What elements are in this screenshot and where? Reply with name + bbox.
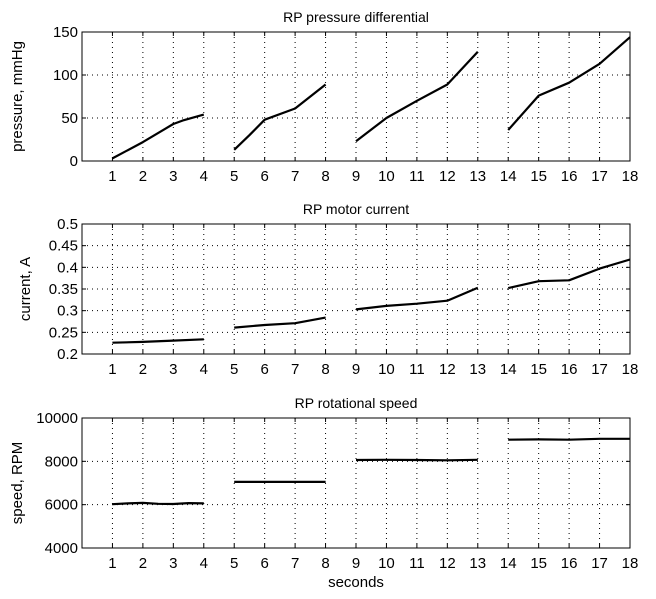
x-tick-label: 16 bbox=[561, 555, 578, 572]
data-line-segment-3 bbox=[355, 458, 478, 462]
x-tick-label: 16 bbox=[561, 361, 578, 378]
x-tick-label: 2 bbox=[139, 168, 147, 185]
x-tick-label: 15 bbox=[530, 361, 547, 378]
x-tick-label: 17 bbox=[591, 361, 608, 378]
x-tick-label: 5 bbox=[230, 555, 238, 572]
chart-title: RP rotational speed bbox=[295, 395, 418, 411]
subplot-2: 1 2 3 4 5 6 7 8 9 10 11 12 13 14 15 16 17 180.20.250.30.3… bbox=[17, 201, 638, 378]
y-tick-label: 4000 bbox=[45, 540, 78, 557]
data-line-segment-1 bbox=[112, 501, 204, 506]
x-tick-label: 10 bbox=[378, 168, 395, 185]
x-tick-label: 9 bbox=[352, 168, 360, 185]
x-tick-label: 6 bbox=[260, 168, 268, 185]
x-tick-label: 14 bbox=[500, 361, 517, 378]
x-tick-label: 18 bbox=[622, 361, 639, 378]
x-tick-label: 17 bbox=[591, 168, 608, 185]
x-tick-label: 1 bbox=[108, 361, 116, 378]
y-tick-label: 0.25 bbox=[49, 324, 78, 341]
x-tick-label: 12 bbox=[439, 555, 456, 572]
y-axis-label: pressure, mmHg bbox=[9, 41, 26, 152]
x-tick-label: 10 bbox=[378, 361, 395, 378]
y-tick-label: 6000 bbox=[45, 497, 78, 514]
data-line-segment-4 bbox=[507, 258, 631, 290]
x-tick-label: 14 bbox=[500, 168, 517, 185]
x-axis-label: seconds bbox=[328, 574, 384, 591]
x-tick-label: 8 bbox=[321, 361, 329, 378]
data-line-segment-1 bbox=[111, 113, 205, 160]
x-tick-label: 7 bbox=[291, 168, 299, 185]
x-tick-label: 8 bbox=[321, 555, 329, 572]
x-tick-label: 3 bbox=[169, 361, 177, 378]
x-tick-label: 11 bbox=[409, 361, 425, 378]
subplot-3: 1 2 3 4 5 6 7 8 9 10 11 12 13 14 15 16 17 184000600080001… bbox=[9, 395, 638, 591]
y-tick-label: 100 bbox=[53, 67, 78, 84]
y-tick-label: 150 bbox=[53, 24, 78, 41]
data-line-segment-4 bbox=[508, 437, 630, 441]
x-tick-label: 14 bbox=[500, 555, 517, 572]
x-tick-label: 16 bbox=[561, 168, 578, 185]
x-tick-label: 12 bbox=[439, 168, 456, 185]
data-line-segment-2 bbox=[233, 83, 327, 151]
x-tick-label: 13 bbox=[469, 361, 486, 378]
x-tick-label: 4 bbox=[200, 555, 208, 572]
x-tick-label: 9 bbox=[352, 361, 360, 378]
data-line-segment-4 bbox=[507, 36, 631, 131]
x-tick-label: 6 bbox=[260, 361, 268, 378]
x-tick-label: 13 bbox=[469, 168, 486, 185]
y-tick-label: 0.3 bbox=[57, 303, 78, 320]
data-line-segment-1 bbox=[112, 338, 204, 344]
y-axis-label: current, A bbox=[17, 257, 34, 321]
x-tick-label: 1 bbox=[108, 168, 116, 185]
x-tick-label: 7 bbox=[291, 555, 299, 572]
y-tick-label: 8000 bbox=[45, 453, 78, 470]
x-tick-label: 5 bbox=[230, 361, 238, 378]
x-tick-label: 12 bbox=[439, 361, 456, 378]
x-tick-label: 17 bbox=[591, 555, 608, 572]
plot-area bbox=[82, 32, 630, 161]
x-tick-label: 9 bbox=[352, 555, 360, 572]
y-tick-label: 0.5 bbox=[57, 216, 78, 233]
x-tick-label: 6 bbox=[260, 555, 268, 572]
x-tick-label: 3 bbox=[169, 168, 177, 185]
y-tick-label: 0.35 bbox=[49, 281, 78, 298]
x-tick-label: 15 bbox=[530, 555, 547, 572]
x-tick-label: 5 bbox=[230, 168, 238, 185]
x-tick-label: 11 bbox=[409, 168, 425, 185]
x-tick-label: 18 bbox=[622, 555, 639, 572]
x-tick-label: 7 bbox=[291, 361, 299, 378]
y-tick-label: 0.4 bbox=[57, 259, 78, 276]
x-tick-label: 10 bbox=[378, 555, 395, 572]
data-line-segment-3 bbox=[355, 286, 479, 311]
x-tick-label: 15 bbox=[530, 168, 547, 185]
x-tick-label: 18 bbox=[622, 168, 639, 185]
x-tick-label: 3 bbox=[169, 555, 177, 572]
chart-title: RP motor current bbox=[303, 201, 409, 217]
y-tick-label: 0.2 bbox=[57, 346, 78, 363]
y-tick-label: 50 bbox=[61, 110, 78, 127]
data-line-segment-3 bbox=[355, 51, 479, 143]
x-tick-label: 4 bbox=[200, 168, 208, 185]
data-line-segment-2 bbox=[234, 316, 326, 329]
x-tick-label: 2 bbox=[139, 555, 147, 572]
y-tick-label: 0.45 bbox=[49, 238, 78, 255]
x-tick-label: 8 bbox=[321, 168, 329, 185]
chart-title: RP pressure differential bbox=[283, 9, 429, 25]
y-axis-label: speed, RPM bbox=[9, 442, 26, 525]
x-tick-label: 1 bbox=[108, 555, 116, 572]
y-tick-label: 10000 bbox=[36, 410, 78, 427]
y-tick-label: 0 bbox=[70, 153, 78, 170]
x-tick-label: 13 bbox=[469, 555, 486, 572]
x-tick-label: 2 bbox=[139, 361, 147, 378]
x-tick-label: 4 bbox=[200, 361, 208, 378]
x-tick-label: 11 bbox=[409, 555, 425, 572]
